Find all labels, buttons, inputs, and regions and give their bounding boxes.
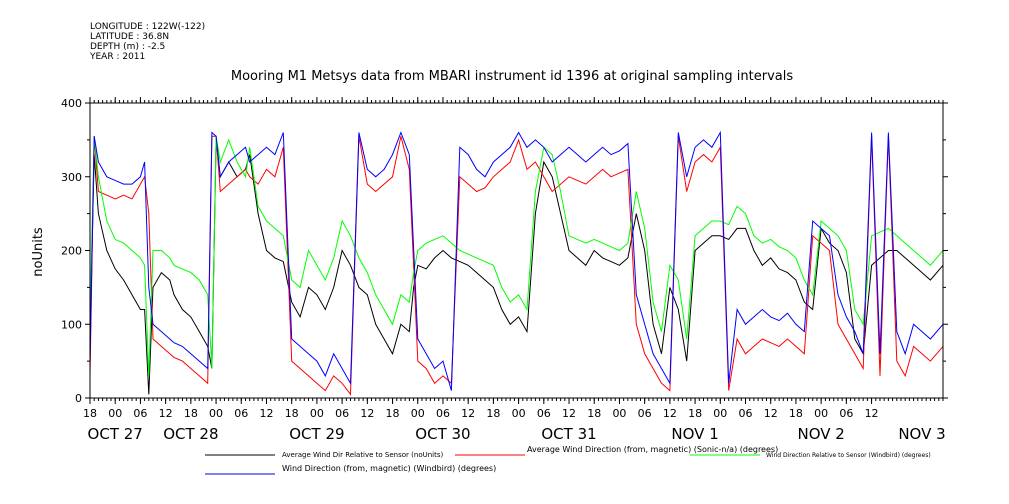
legend-label: Wind Direction (from, magnetic) (Windbir… bbox=[282, 464, 496, 473]
x-tick-label: 12 bbox=[663, 407, 677, 420]
x-tick-label: 12 bbox=[562, 407, 576, 420]
x-tick-label: 00 bbox=[512, 407, 526, 420]
x-tick-label: 12 bbox=[865, 407, 879, 420]
x-tick-label: 18 bbox=[386, 407, 400, 420]
x-date-label: OCT 28 bbox=[163, 425, 218, 443]
y-tick-label: 400 bbox=[61, 97, 82, 110]
x-tick-label: 18 bbox=[587, 407, 601, 420]
x-tick-label: 12 bbox=[764, 407, 778, 420]
x-tick-label: 12 bbox=[461, 407, 475, 420]
x-date-label: OCT 29 bbox=[289, 425, 344, 443]
x-tick-label: 18 bbox=[184, 407, 198, 420]
y-axis-label: noUnits bbox=[31, 227, 46, 277]
x-tick-label: 06 bbox=[335, 407, 349, 420]
x-tick-label: 00 bbox=[310, 407, 324, 420]
x-tick-label: 18 bbox=[486, 407, 500, 420]
year-text: YEAR : 2011 bbox=[90, 52, 146, 62]
x-date-label: OCT 30 bbox=[415, 425, 470, 443]
x-date-label: NOV 2 bbox=[797, 425, 844, 443]
x-tick-label: 18 bbox=[83, 407, 97, 420]
legend: Average Wind Dir Relative to Sensor (noU… bbox=[205, 445, 931, 475]
series-layer bbox=[89, 130, 944, 396]
x-tick-label: 12 bbox=[360, 407, 374, 420]
y-tick-label: 100 bbox=[61, 318, 82, 331]
x-date-label: NOV 1 bbox=[671, 425, 718, 443]
series-line-1 bbox=[89, 139, 944, 395]
x-tick-label: 12 bbox=[159, 407, 173, 420]
longitude-text: LONGITUDE : 122W(-122) bbox=[90, 22, 206, 32]
x-date-label: OCT 31 bbox=[541, 425, 596, 443]
depth-text: DEPTH (m) : -2.5 bbox=[90, 42, 166, 52]
latitude-text: LATITUDE : 36.8N bbox=[90, 32, 170, 42]
y-tick-label: 300 bbox=[61, 171, 82, 184]
x-tick-label: 06 bbox=[133, 407, 147, 420]
x-date-label: OCT 27 bbox=[88, 425, 143, 443]
y-tick-label: 200 bbox=[61, 245, 82, 258]
x-tick-label: 18 bbox=[285, 407, 299, 420]
x-tick-label: 00 bbox=[814, 407, 828, 420]
y-tick-label: 0 bbox=[75, 392, 82, 405]
x-tick-label: 00 bbox=[209, 407, 223, 420]
x-tick-label: 00 bbox=[108, 407, 122, 420]
x-tick-label: 12 bbox=[259, 407, 273, 420]
series-line-3 bbox=[89, 136, 944, 376]
axis-layer: 0 100 200 300 400 18 00 06 12 18 00 06 12 18 00 06 12 18 0… bbox=[61, 97, 948, 443]
metadata-block: LONGITUDE : 122W(-122) LATITUDE : 36.8N … bbox=[90, 22, 205, 62]
x-date-label: NOV 3 bbox=[898, 425, 945, 443]
x-tick-label: 06 bbox=[638, 407, 652, 420]
chart-title: Mooring M1 Metsys data from MBARI instru… bbox=[231, 69, 793, 84]
x-tick-label: 06 bbox=[537, 407, 551, 420]
legend-label: Wind Direction Relative to Sensor (Windb… bbox=[766, 452, 931, 459]
legend-label: Average Wind Dir Relative to Sensor (noU… bbox=[282, 451, 443, 459]
x-tick-label: 00 bbox=[713, 407, 727, 420]
x-tick-label: 06 bbox=[739, 407, 753, 420]
x-tick-label: 18 bbox=[688, 407, 702, 420]
series-line-2 bbox=[89, 135, 944, 396]
x-tick-label: 18 bbox=[789, 407, 803, 420]
x-tick-label: 06 bbox=[436, 407, 450, 420]
x-tick-label: 06 bbox=[234, 407, 248, 420]
x-tick-label: 00 bbox=[612, 407, 626, 420]
series-line-4 bbox=[89, 130, 944, 391]
x-tick-label: 06 bbox=[839, 407, 853, 420]
x-tick-label: 00 bbox=[411, 407, 425, 420]
legend-label: Average Wind Direction (from, magnetic) … bbox=[527, 445, 778, 454]
